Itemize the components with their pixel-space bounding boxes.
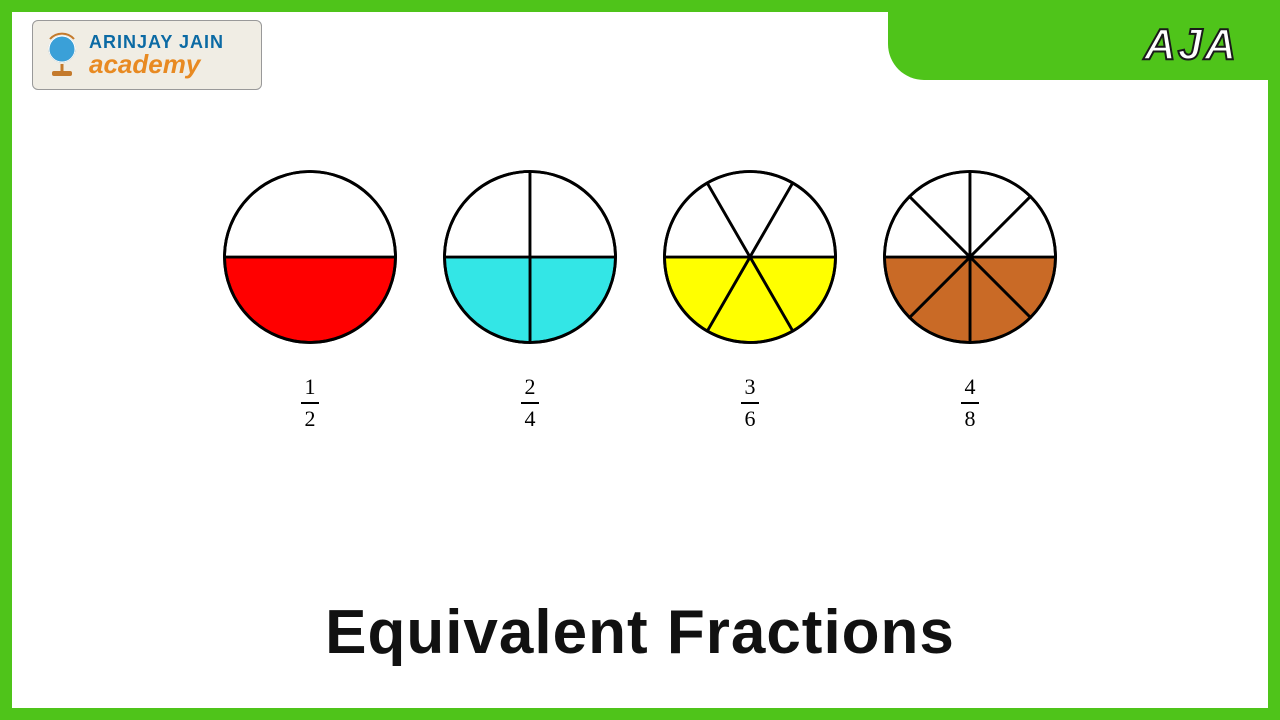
slide-frame: AJA ARINJAY JAIN academy 12243648 Equiva… xyxy=(0,0,1280,720)
fraction-label: 48 xyxy=(961,374,979,432)
circles-row: 12243648 xyxy=(215,162,1065,432)
brand-short: AJA xyxy=(1144,20,1238,70)
fraction-bar xyxy=(961,402,979,404)
fraction-bar xyxy=(521,402,539,404)
logo-text: ARINJAY JAIN academy xyxy=(89,33,224,77)
fraction-circle-1: 12 xyxy=(215,162,405,432)
fraction-bar xyxy=(301,402,319,404)
fraction-denominator: 4 xyxy=(525,406,536,432)
header-band: AJA xyxy=(888,12,1268,80)
pie-1-2 xyxy=(215,162,405,352)
fraction-denominator: 2 xyxy=(305,406,316,432)
pie-3-6 xyxy=(655,162,845,352)
page-title: Equivalent Fractions xyxy=(12,597,1268,668)
fraction-label: 36 xyxy=(741,374,759,432)
logo-line2: academy xyxy=(89,51,224,77)
fraction-circle-2: 24 xyxy=(435,162,625,432)
fraction-numerator: 3 xyxy=(745,374,756,400)
fraction-denominator: 8 xyxy=(965,406,976,432)
pie-4-8 xyxy=(875,162,1065,352)
fraction-numerator: 4 xyxy=(965,374,976,400)
fraction-circle-3: 36 xyxy=(655,162,845,432)
fraction-label: 12 xyxy=(301,374,319,432)
fraction-denominator: 6 xyxy=(745,406,756,432)
pie-2-4 xyxy=(435,162,625,352)
globe-icon xyxy=(41,31,83,79)
logo-box: ARINJAY JAIN academy xyxy=(32,20,262,90)
diagram-area: 12243648 xyxy=(12,162,1268,432)
fraction-bar xyxy=(741,402,759,404)
fraction-circle-4: 48 xyxy=(875,162,1065,432)
fraction-numerator: 1 xyxy=(305,374,316,400)
fraction-label: 24 xyxy=(521,374,539,432)
fraction-numerator: 2 xyxy=(525,374,536,400)
